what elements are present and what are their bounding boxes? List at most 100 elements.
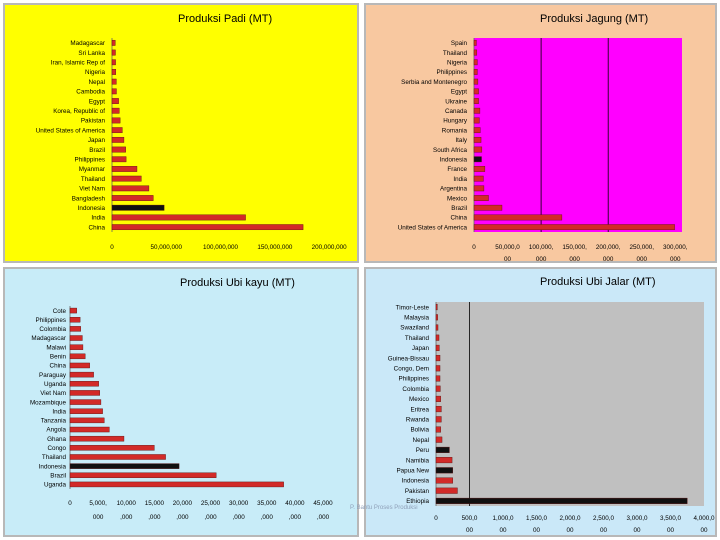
category-label: Paraguay: [39, 372, 67, 379]
bar: [69, 344, 84, 350]
category-label: Japan: [88, 137, 106, 144]
bar: [111, 69, 116, 75]
bar: [435, 406, 442, 413]
tick-label: ,000: [317, 514, 330, 521]
category-label: Namibia: [406, 457, 430, 464]
tick-label: ,000: [261, 514, 274, 521]
bar: [473, 195, 489, 201]
tick-label: 50,000,000: [151, 244, 183, 251]
tick-label: 150,000,: [562, 244, 587, 251]
category-label: Serbia and Montenegro: [401, 79, 467, 86]
tick-label: 150,000,000: [257, 244, 293, 251]
category-label: Peru: [416, 447, 430, 454]
bar: [435, 487, 458, 494]
tick-label: 200,000,000: [312, 244, 348, 251]
bar: [111, 98, 119, 104]
category-label: Philippines: [36, 317, 66, 324]
category-label: Brazil: [89, 147, 105, 154]
bar: [111, 204, 165, 211]
plot-area: [474, 38, 682, 232]
tick-label: ,000: [148, 514, 161, 521]
category-label: Philippines: [399, 376, 429, 383]
category-label: Ghana: [47, 436, 66, 443]
bar: [69, 417, 105, 424]
category-label: Uganda: [44, 482, 67, 489]
category-label: Bangladesh: [72, 195, 106, 202]
bar: [435, 426, 441, 433]
tick-label: 2,000,0: [559, 515, 581, 522]
tick-label: 4,000,0: [693, 515, 715, 522]
tick-label: 00: [533, 527, 541, 534]
tick-label: 00: [466, 527, 474, 534]
category-label: Ethiopia: [406, 498, 429, 505]
bar: [435, 467, 453, 474]
bar: [111, 214, 246, 221]
category-label: Egypt: [451, 89, 467, 96]
bar: [69, 454, 166, 460]
category-label: Viet Nam: [40, 390, 66, 397]
category-label: France: [447, 166, 467, 173]
category-label: Cambodia: [76, 89, 105, 96]
bar: [111, 39, 116, 46]
category-label: Eritrea: [410, 406, 429, 413]
bar: [473, 204, 503, 211]
bar: [473, 39, 477, 46]
bar: [69, 463, 180, 469]
category-label: Indonesia: [39, 463, 67, 470]
tick-label: 15,000: [145, 500, 165, 507]
category-label: Timor-Leste: [396, 304, 430, 311]
category-label: Thailand: [405, 335, 430, 342]
category-label: Uganda: [44, 381, 67, 388]
tick-label: ,000: [176, 514, 189, 521]
tick-label: 25,000: [201, 500, 221, 507]
bar: [473, 117, 480, 124]
tick-label: 000: [603, 256, 614, 263]
bar: [435, 395, 441, 402]
tick-label: 000: [93, 514, 104, 521]
category-label: Indonesia: [402, 478, 430, 485]
tick-label: 2,500,0: [593, 515, 615, 522]
category-label: Nepal: [413, 437, 429, 444]
category-label: Korea, Republic of: [53, 108, 105, 115]
bar: [111, 224, 304, 231]
tick-label: 10,000: [117, 500, 137, 507]
tick-label: 40,000: [285, 500, 305, 507]
tick-label: 00: [633, 527, 641, 534]
tick-label: 20,000: [173, 500, 193, 507]
bar: [435, 436, 443, 443]
category-label: China: [451, 215, 468, 222]
category-label: Malaysia: [404, 315, 429, 322]
category-label: Hungary: [443, 118, 468, 125]
bar: [69, 399, 102, 405]
category-label: Thailand: [81, 176, 106, 183]
category-label: China: [50, 363, 67, 370]
category-label: Cote: [53, 308, 67, 315]
tick-label: 45,000: [313, 500, 333, 507]
bar: [111, 49, 116, 56]
bar: [473, 49, 478, 56]
bar: [435, 457, 453, 464]
bar: [473, 78, 479, 85]
category-label: Iran, Islamic Rep of: [51, 59, 105, 66]
category-label: Sri Lanka: [78, 50, 105, 57]
tick-label: 00: [667, 527, 675, 534]
bar: [111, 88, 117, 95]
category-label: Nepal: [89, 79, 105, 86]
tick-label: ,000: [289, 514, 302, 521]
category-label: Benin: [50, 354, 67, 361]
tick-label: ,000: [233, 514, 246, 521]
plot-area: [436, 302, 704, 506]
bar: [111, 175, 142, 182]
category-label: Myanmar: [79, 166, 105, 173]
bar: [435, 304, 438, 311]
bar: [111, 136, 125, 143]
bar: [69, 362, 90, 369]
category-label: Philippines: [75, 156, 105, 163]
category-label: China: [89, 224, 106, 231]
tick-label: 00: [504, 256, 512, 263]
bar: [473, 166, 486, 172]
chart-title: Produksi Ubi Jalar (MT): [540, 276, 656, 288]
bar: [69, 353, 86, 360]
bar: [473, 175, 484, 182]
